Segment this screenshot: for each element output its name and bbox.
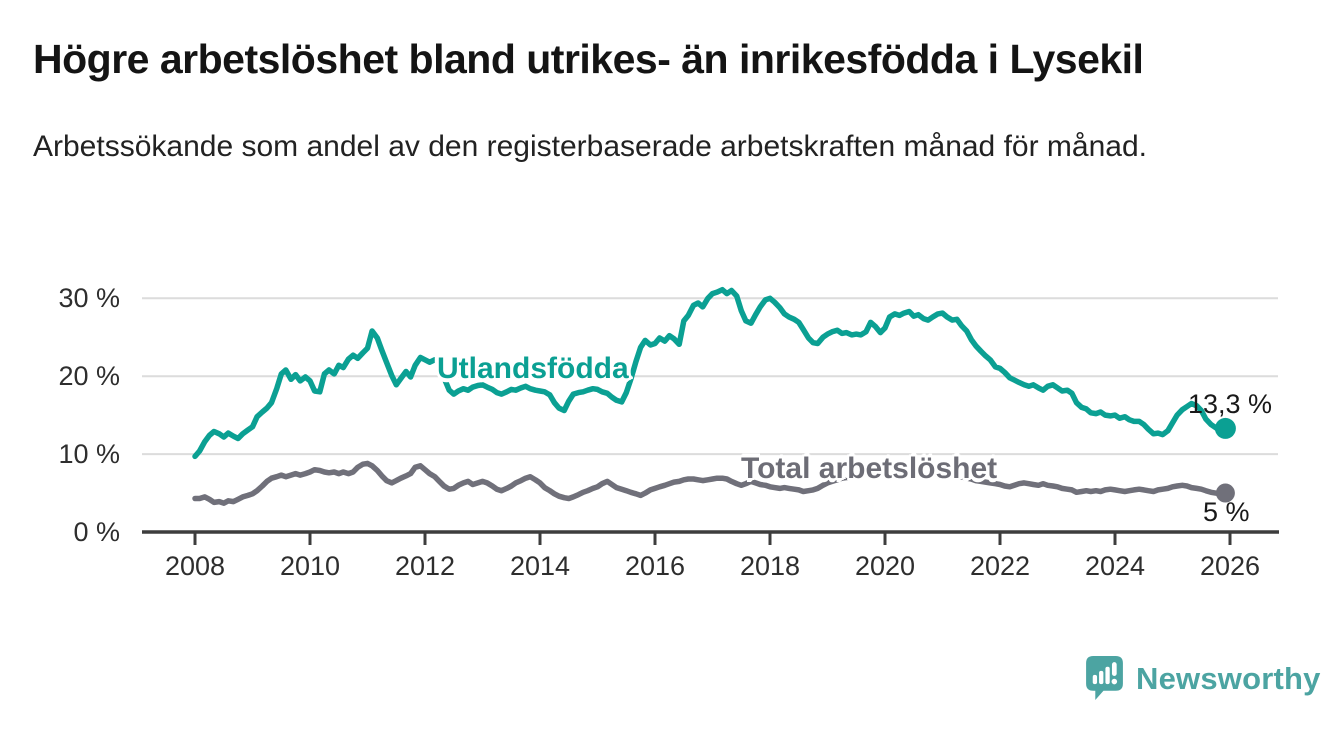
series-line-total: [192, 460, 1229, 506]
series-label-total-arbetsloshet: Total arbetslöshet: [741, 452, 998, 485]
series-end-dot-utlandsfodda: [1214, 417, 1236, 439]
newsworthy-brand: Newsworthy: [1086, 656, 1321, 701]
series-label-utlandsfodda: Utlandsfödda: [437, 352, 629, 385]
newsworthy-logo-icon: [1086, 656, 1123, 700]
end-value-total: 5 %: [1203, 497, 1250, 527]
series-end-dot-total: [1215, 483, 1235, 503]
page-title: Högre arbetslöshet bland utrikes- än inr…: [33, 36, 1144, 82]
brand-name: Newsworthy: [1136, 660, 1321, 696]
end-value-utlandsfodda: 13,3 %: [1188, 389, 1273, 419]
series-line-utlandsfodda: [192, 286, 1229, 460]
chart-subtitle: Arbetssökande som andel av den registerb…: [33, 130, 1147, 163]
